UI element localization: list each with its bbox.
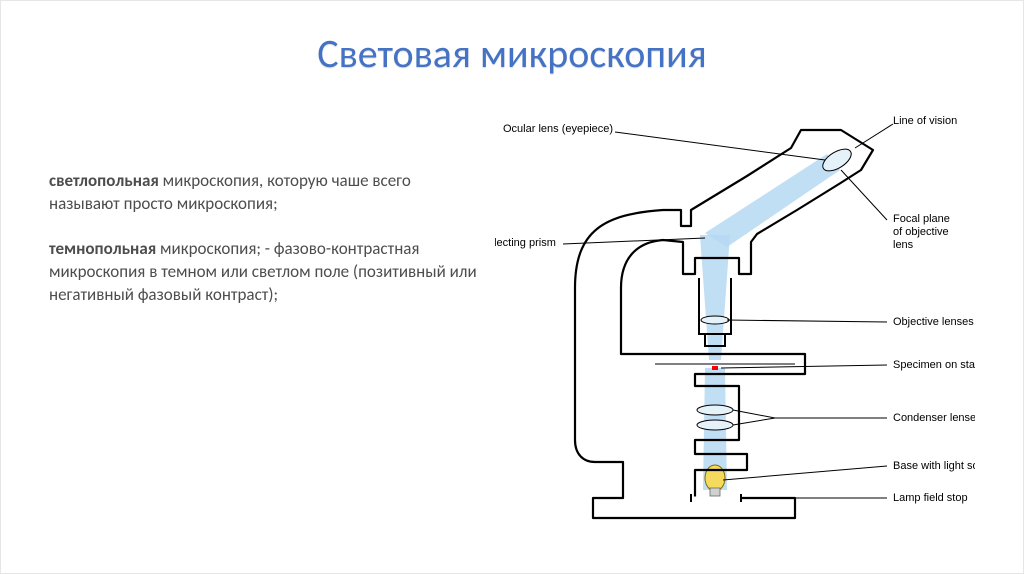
paragraph-1-bold: светлопольная	[49, 170, 159, 191]
label-base-light: Base with light source	[893, 460, 975, 472]
paragraph-1: светлопольная микроскопия, которую чаше …	[49, 170, 479, 216]
paragraph-2: темнопольная микроскопия; - фазово-контр…	[49, 238, 479, 307]
text-column: светлопольная микроскопия, которую чаше …	[49, 110, 495, 329]
label-focal-plane-2: of objective	[893, 226, 949, 238]
label-focal-plane-3: lens	[893, 239, 914, 251]
condenser-lens-2	[697, 420, 733, 430]
label-focal-plane-1: Focal plane	[893, 213, 950, 225]
label-condenser: Condenser lenses	[893, 412, 975, 424]
label-specimen: Specimen on stage	[893, 359, 975, 371]
slide: Световая микроскопия светлопольная микро…	[0, 0, 1024, 574]
label-line-of-vision: Line of vision	[893, 115, 957, 127]
label-objective: Objective lenses	[893, 316, 974, 328]
content-area: светлопольная микроскопия, которую чаше …	[49, 110, 975, 540]
condenser-lens-1	[697, 405, 733, 415]
diagram-column: Line of vision Ocular lens (eyepiece) Re…	[495, 110, 975, 540]
paragraph-2-bold: темнопольная	[49, 238, 156, 259]
label-lamp-stop: Lamp field stop	[893, 492, 968, 504]
microscope-diagram: Line of vision Ocular lens (eyepiece) Re…	[495, 110, 975, 540]
light-beam-tube	[705, 154, 840, 247]
specimen-dot	[712, 366, 718, 370]
slide-title: Световая микроскопия	[49, 29, 975, 78]
label-reflecting-prism: Reflecting prism	[495, 237, 556, 249]
objective-lens	[701, 316, 729, 324]
label-ocular: Ocular lens (eyepiece)	[503, 123, 613, 135]
